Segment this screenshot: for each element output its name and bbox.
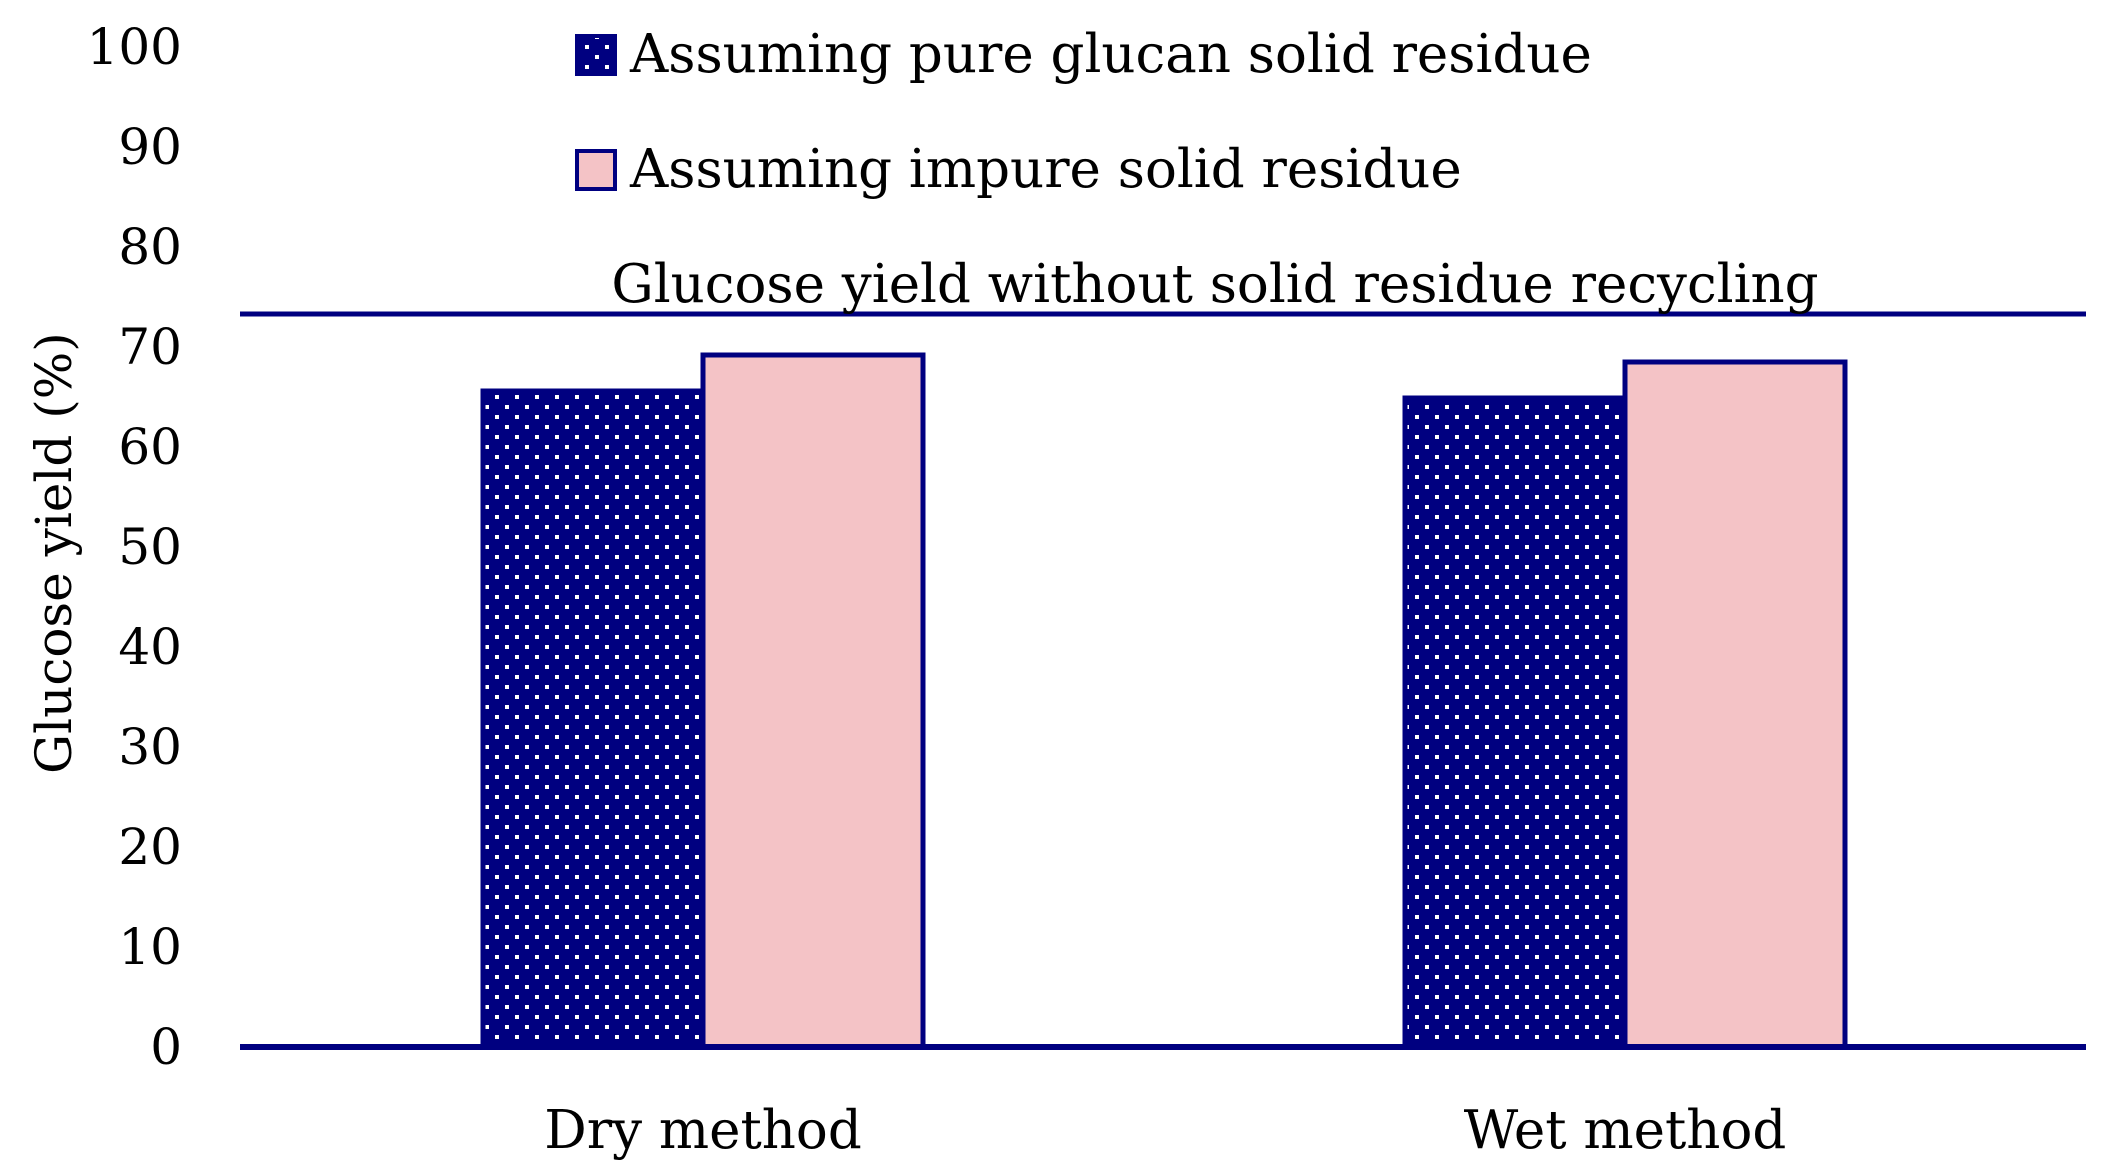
x-category-label: Wet method (1464, 1100, 1787, 1161)
y-tick-label: 10 (118, 918, 182, 976)
y-tick-label: 20 (118, 818, 182, 876)
legend-label-series-2: Assuming impure solid residue (629, 139, 1462, 200)
y-axis-label: Glucose yield (%) (25, 332, 83, 774)
legend: Assuming pure glucan solid residue Assumi… (575, 24, 1592, 200)
y-tick-label: 100 (87, 18, 182, 76)
reference-line-group: Glucose yield without solid residue recy… (240, 254, 2086, 317)
y-tick-label: 0 (150, 1018, 182, 1076)
reference-line-label: Glucose yield without solid residue recy… (611, 254, 1818, 315)
y-tick-label: 90 (118, 118, 182, 176)
legend-swatch-series-2 (575, 149, 617, 191)
bar-dry-method-series-2 (700, 352, 926, 1050)
x-category-label: Dry method (544, 1100, 862, 1161)
y-tick-label: 60 (118, 418, 182, 476)
bar-wet-method-series-2 (1622, 359, 1848, 1050)
y-tick-label: 80 (118, 218, 182, 276)
y-tick-label: 50 (118, 518, 182, 576)
legend-swatch-series-1 (575, 34, 617, 76)
legend-label-series-1: Assuming pure glucan solid residue (629, 24, 1592, 85)
bars (480, 352, 1848, 1050)
bar-wet-method-series-1 (1402, 395, 1628, 1050)
y-tick-label: 30 (118, 718, 182, 776)
y-tick-label: 40 (118, 618, 182, 676)
bar-dry-method-series-1 (480, 388, 706, 1050)
x-axis-category-labels: Dry method Wet method (544, 1100, 1786, 1161)
y-tick-label: 70 (118, 318, 182, 376)
y-axis-ticks: 0 10 20 30 40 50 60 70 80 90 100 (87, 18, 182, 1076)
